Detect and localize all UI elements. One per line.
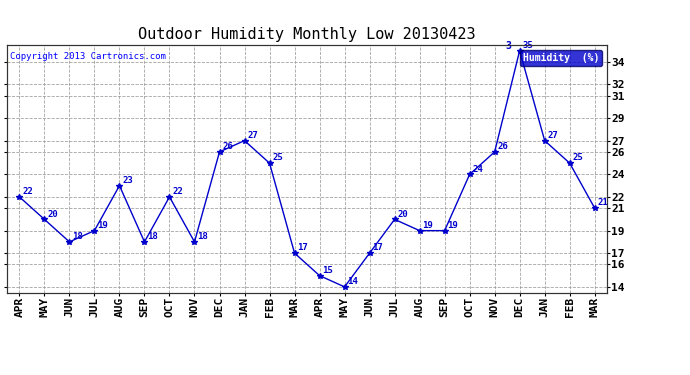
Text: 19: 19 xyxy=(97,221,108,230)
Text: Copyright 2013 Cartronics.com: Copyright 2013 Cartronics.com xyxy=(10,53,166,62)
Text: 23: 23 xyxy=(122,176,133,185)
Text: 20: 20 xyxy=(47,210,58,219)
Text: 17: 17 xyxy=(297,243,308,252)
Text: 20: 20 xyxy=(397,210,408,219)
Text: 25: 25 xyxy=(273,153,283,162)
Text: 18: 18 xyxy=(72,232,83,241)
Title: Outdoor Humidity Monthly Low 20130423: Outdoor Humidity Monthly Low 20130423 xyxy=(138,27,476,42)
Text: 35: 35 xyxy=(522,41,533,50)
Text: 3: 3 xyxy=(506,41,512,51)
Text: 26: 26 xyxy=(497,142,508,151)
Text: 24: 24 xyxy=(473,165,483,174)
Text: 22: 22 xyxy=(172,187,183,196)
Text: 18: 18 xyxy=(197,232,208,241)
Text: 19: 19 xyxy=(447,221,458,230)
Text: 17: 17 xyxy=(373,243,383,252)
Text: 21: 21 xyxy=(598,198,608,207)
Text: 27: 27 xyxy=(547,131,558,140)
Text: 14: 14 xyxy=(347,277,358,286)
Text: 22: 22 xyxy=(22,187,33,196)
Text: 25: 25 xyxy=(573,153,583,162)
Text: 18: 18 xyxy=(147,232,158,241)
Text: 26: 26 xyxy=(222,142,233,151)
Text: 19: 19 xyxy=(422,221,433,230)
Text: 27: 27 xyxy=(247,131,258,140)
Legend: Humidity  (%): Humidity (%) xyxy=(520,50,602,66)
Text: 15: 15 xyxy=(322,266,333,275)
